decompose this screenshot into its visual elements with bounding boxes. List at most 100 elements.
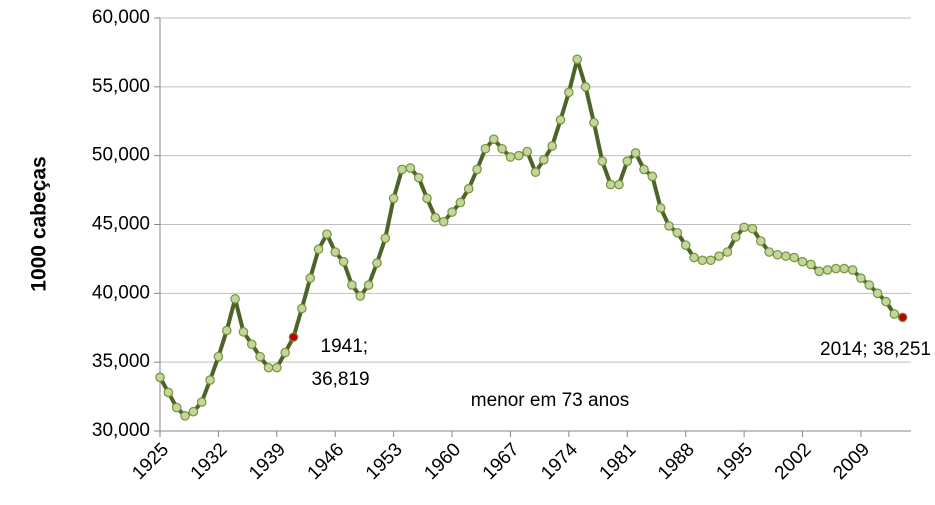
marker xyxy=(505,152,516,162)
x-tick-label: 1974 xyxy=(537,439,582,484)
x-tick-label: 1946 xyxy=(304,439,349,484)
marker xyxy=(422,193,432,204)
marker xyxy=(355,291,366,301)
marker xyxy=(313,244,324,255)
marker xyxy=(872,288,883,299)
annotation: 2014; 38,251 xyxy=(820,339,931,360)
marker xyxy=(747,223,758,234)
marker xyxy=(564,87,574,98)
marker xyxy=(547,141,557,151)
y-tick-label: 45,000 xyxy=(92,214,150,235)
y-tick-label: 50,000 xyxy=(92,145,150,166)
marker xyxy=(739,222,749,233)
y-tick-label: 55,000 xyxy=(92,76,150,97)
marker xyxy=(672,227,683,238)
y-tick-label: 30,000 xyxy=(92,420,150,441)
annotation: 1941; xyxy=(321,336,369,357)
marker xyxy=(480,143,491,154)
marker xyxy=(730,232,741,242)
marker xyxy=(447,207,457,217)
marker xyxy=(789,252,799,263)
marker xyxy=(196,397,207,407)
marker xyxy=(246,339,257,350)
y-tick-label: 35,000 xyxy=(92,351,150,372)
marker xyxy=(831,263,841,274)
marker xyxy=(413,172,424,183)
marker xyxy=(597,156,608,166)
marker xyxy=(864,280,875,290)
marker xyxy=(405,163,416,173)
marker xyxy=(572,54,583,65)
marker xyxy=(689,252,699,263)
marker xyxy=(614,179,624,190)
marker xyxy=(163,387,174,398)
x-tick-label: 1925 xyxy=(128,439,173,484)
marker xyxy=(655,203,666,213)
marker xyxy=(472,164,482,175)
x-tick-label: 1967 xyxy=(479,439,524,484)
marker xyxy=(388,193,399,204)
marker xyxy=(330,247,341,257)
annotation: 36,819 xyxy=(312,369,370,390)
marker xyxy=(297,303,307,314)
marker xyxy=(722,247,733,257)
y-axis-label: 1000 cabeças xyxy=(28,156,51,291)
x-tick-label: 1981 xyxy=(596,439,641,484)
marker xyxy=(380,233,391,244)
marker xyxy=(363,280,374,290)
x-tick-label: 2002 xyxy=(771,439,816,484)
marker xyxy=(221,325,232,336)
marker xyxy=(539,154,549,165)
marker xyxy=(755,236,766,246)
marker xyxy=(188,406,199,417)
marker xyxy=(180,411,190,421)
marker xyxy=(230,294,240,304)
marker xyxy=(255,351,265,362)
y-tick-label: 40,000 xyxy=(92,282,150,303)
marker xyxy=(514,150,524,161)
marker xyxy=(497,143,507,154)
marker xyxy=(664,221,674,231)
marker xyxy=(463,183,474,194)
marker xyxy=(555,115,566,125)
marker xyxy=(589,117,599,128)
marker xyxy=(889,309,900,319)
marker xyxy=(856,273,866,283)
x-tick-label: 2009 xyxy=(829,439,874,484)
marker xyxy=(438,216,449,227)
marker xyxy=(714,251,724,261)
x-tick-label: 1953 xyxy=(362,439,407,484)
marker xyxy=(272,362,282,373)
y-tick-label: 60,000 xyxy=(92,7,150,28)
marker xyxy=(322,229,332,239)
marker xyxy=(639,164,649,175)
marker xyxy=(263,362,274,373)
marker xyxy=(797,256,808,267)
marker xyxy=(781,251,791,261)
marker xyxy=(772,249,783,260)
marker xyxy=(305,273,315,283)
marker xyxy=(580,82,591,92)
marker xyxy=(897,312,908,323)
marker xyxy=(522,146,532,157)
x-tick-label: 1939 xyxy=(245,439,290,484)
marker xyxy=(430,212,441,223)
marker xyxy=(630,148,641,158)
marker xyxy=(605,179,616,190)
annotation: menor em 73 anos xyxy=(471,390,629,411)
marker xyxy=(288,332,299,342)
marker xyxy=(171,402,182,413)
marker xyxy=(764,247,774,257)
marker xyxy=(822,265,833,275)
x-tick-label: 1960 xyxy=(420,439,465,484)
marker xyxy=(238,327,249,337)
marker xyxy=(647,171,658,182)
marker xyxy=(839,263,850,274)
marker xyxy=(806,259,816,270)
marker xyxy=(530,167,541,177)
marker xyxy=(705,255,716,266)
marker xyxy=(338,256,349,267)
marker xyxy=(372,258,382,268)
